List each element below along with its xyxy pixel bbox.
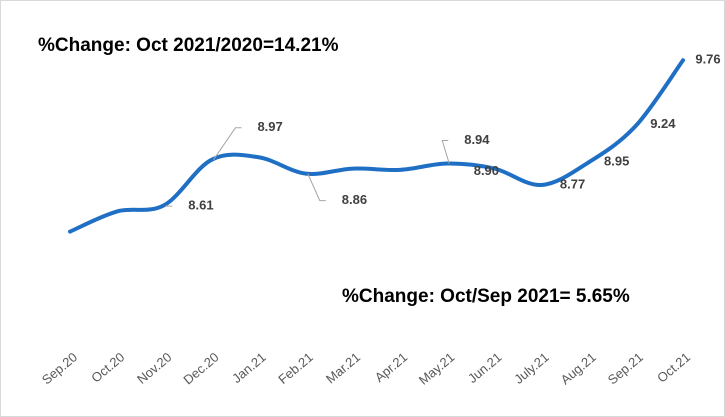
data-label: 8.94 (464, 132, 490, 147)
leader-line (165, 205, 173, 207)
data-label: 8.95 (604, 154, 629, 169)
leader-line (441, 140, 450, 164)
leader-line (213, 127, 242, 161)
data-label: 8.90 (474, 163, 499, 178)
data-label: 8.77 (560, 176, 585, 191)
data-label: 8.97 (257, 119, 282, 134)
data-label: 8.86 (342, 192, 367, 207)
annotation: %Change: Oct 2021/2020=14.21% (38, 35, 339, 56)
data-label: 8.61 (188, 198, 213, 213)
leader-line (307, 173, 326, 202)
annotation: %Change: Oct/Sep 2021= 5.65% (342, 286, 630, 307)
data-label: 9.24 (650, 116, 676, 131)
line (68, 58, 685, 234)
data-label: 9.76 (695, 52, 720, 67)
